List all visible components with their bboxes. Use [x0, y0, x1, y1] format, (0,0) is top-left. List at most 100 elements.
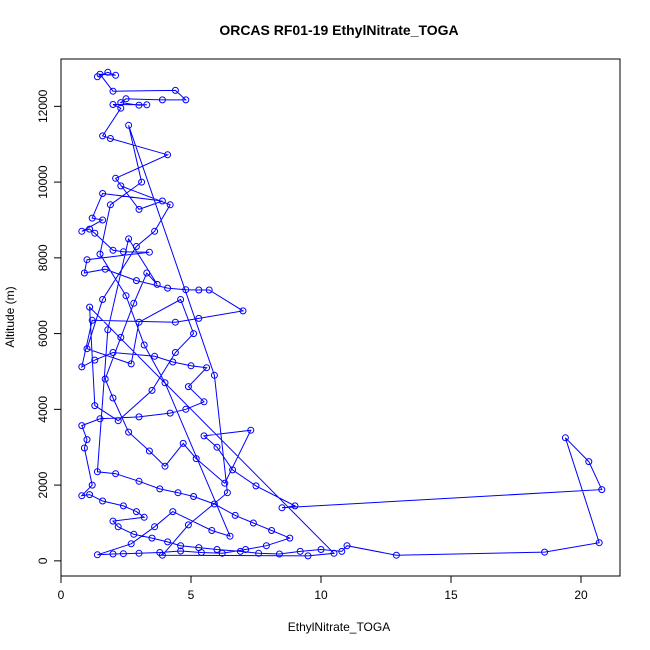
data-point [210, 371, 218, 379]
data-point [83, 436, 91, 444]
data-point [200, 432, 208, 440]
series-line [80, 71, 603, 557]
data-point [268, 527, 276, 534]
data-point [291, 502, 299, 510]
x-tick-label: 0 [58, 588, 65, 602]
y-tick-label: 4000 [36, 396, 50, 423]
data-point [78, 363, 86, 371]
data-point [104, 326, 112, 334]
data-point [151, 523, 159, 531]
data-point [109, 517, 117, 525]
data-point [179, 439, 187, 447]
data-point [93, 551, 101, 559]
data-point [158, 551, 166, 559]
data-point [213, 546, 221, 553]
data-point [190, 493, 198, 500]
data-point [109, 550, 117, 558]
x-axis: 0 5 10 15 20 [58, 575, 588, 602]
data-point [330, 549, 338, 557]
data-point [135, 477, 143, 485]
data-point [109, 246, 117, 254]
data-point [109, 349, 117, 356]
data-point [104, 68, 112, 76]
data-point [135, 205, 143, 213]
data-point [140, 341, 148, 349]
data-point [182, 96, 190, 104]
data-point [247, 426, 255, 434]
data-point [122, 292, 130, 300]
data-point [182, 286, 190, 294]
y-tick-label: 2000 [36, 471, 50, 498]
y-tick-label: 8000 [36, 244, 50, 271]
x-tick-label: 5 [188, 588, 195, 602]
data-point [148, 386, 156, 394]
data-point [255, 549, 263, 557]
data-point [117, 333, 125, 341]
data-point [174, 489, 182, 497]
data-point [242, 546, 250, 553]
data-point [130, 530, 138, 538]
data-point [125, 235, 133, 243]
data-point [112, 71, 120, 79]
data-point [541, 548, 549, 556]
data-point [140, 513, 148, 521]
y-axis-label: Altitude (m) [3, 286, 17, 347]
data-point [143, 101, 151, 109]
data-point [127, 360, 135, 368]
data-point [145, 248, 153, 256]
data-point [132, 243, 140, 250]
data-point [135, 549, 143, 557]
data-point [109, 101, 117, 108]
data-point [171, 349, 179, 356]
data-point [195, 286, 203, 294]
data-point [158, 197, 166, 205]
x-tick-label: 10 [314, 588, 328, 602]
data-point [184, 521, 192, 529]
data-point [93, 468, 101, 476]
data-point [99, 132, 107, 140]
data-point [109, 87, 117, 95]
y-tick-label: 6000 [36, 320, 50, 347]
data-point [177, 547, 185, 555]
data-point [164, 151, 172, 159]
data-point [138, 178, 146, 186]
data-point [99, 497, 107, 505]
data-point [156, 485, 164, 493]
data-point [99, 216, 107, 224]
data-point [304, 552, 312, 560]
data-point [99, 296, 107, 303]
data-point [80, 444, 88, 452]
data-point [119, 502, 127, 510]
data-point [169, 508, 177, 516]
data-point [182, 405, 190, 413]
data-point [101, 375, 109, 383]
data-point [88, 481, 96, 489]
data-point [200, 398, 208, 406]
data-point [164, 538, 172, 546]
data-point [119, 248, 127, 256]
data-point [135, 413, 143, 421]
data-point [96, 415, 104, 423]
data-point [114, 417, 122, 425]
data-point [171, 318, 179, 326]
data-point [91, 402, 99, 410]
y-tick-label: 10000 [36, 165, 50, 199]
x-tick-label: 20 [574, 588, 588, 602]
data-point [249, 519, 257, 527]
data-point [210, 500, 218, 508]
data-point [213, 443, 221, 451]
data-point [177, 542, 185, 550]
data-point [130, 299, 138, 307]
data-point [117, 182, 125, 190]
data-point [78, 492, 86, 500]
data-point [177, 296, 185, 303]
data-point [117, 104, 125, 112]
data-point [286, 534, 294, 542]
data-point [80, 269, 88, 277]
data-point [169, 358, 177, 366]
data-point [109, 394, 117, 402]
data-point [83, 256, 91, 264]
data-point [86, 225, 94, 233]
data-point [343, 542, 351, 550]
